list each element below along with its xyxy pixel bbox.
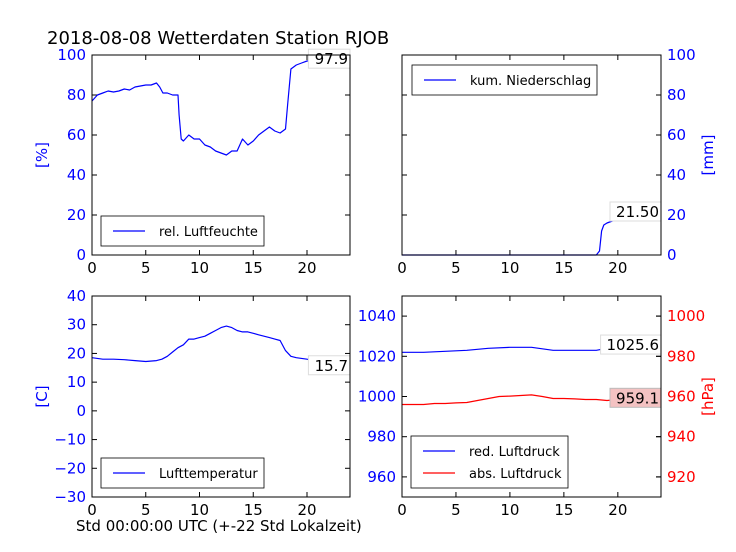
x-tick-label: 20	[297, 259, 316, 277]
plot-frame	[91, 295, 351, 498]
annotation-label: 97.9	[315, 50, 348, 68]
y-right-tick-label: 940	[667, 428, 696, 446]
x-tick-label: 10	[190, 501, 209, 519]
x-tick-label: 5	[141, 501, 151, 519]
series-line-1	[91, 325, 351, 367]
legend-label: kum. Niederschlag	[470, 74, 591, 89]
x-tick-label: 15	[554, 259, 573, 277]
legend-label: rel. Luftfeuchte	[159, 225, 258, 240]
legend-label: abs. Luftdruck	[469, 467, 562, 482]
y-tick-label: 1020	[358, 347, 396, 365]
y-tick-label: 1040	[358, 307, 396, 325]
y-axis-label: [C]	[33, 385, 51, 407]
y-tick-label: 0	[76, 402, 86, 420]
annotation-label: 1025.6	[607, 336, 660, 354]
panel-bottom-right: 0 5 10 15 20 960 980 1000 1020 1040 920 940 960 980 10…	[358, 295, 717, 519]
x-tick-label: 15	[244, 501, 263, 519]
y-tick-label: 0	[667, 246, 677, 264]
plot-frame	[401, 54, 662, 256]
y-right-tick-label: 920	[667, 468, 696, 486]
x-tick-label: 15	[554, 501, 573, 519]
y-tick-label: −20	[54, 459, 86, 477]
y-tick-label: 100	[667, 46, 696, 64]
y-tick-label: 100	[57, 46, 86, 64]
y-tick-label: 80	[667, 86, 686, 104]
y-axis-label: [hPa]	[699, 377, 717, 416]
x-tick-label: 10	[500, 501, 519, 519]
x-tick-label: 0	[397, 501, 407, 519]
y-tick-label: −10	[54, 431, 86, 449]
y-right-tick-label: 1000	[667, 307, 705, 325]
y-tick-label: −30	[54, 488, 86, 506]
y-tick-label: 40	[667, 166, 686, 184]
legend-label: Lufttemperatur	[159, 467, 258, 482]
y-right-tick-label: 960	[667, 388, 696, 406]
x-tick-label: 10	[190, 259, 209, 277]
y-tick-label: 60	[67, 126, 86, 144]
annotation-label: 15.7	[315, 357, 348, 375]
legend-label: red. Luftdruck	[469, 445, 560, 460]
figure-title: 2018-08-08 Wetterdaten Station RJOB	[47, 28, 389, 49]
x-tick-label: 20	[297, 501, 316, 519]
panel-top-right: 0 5 10 15 20 0 20 40 60 80 100 [mm] 21.50 kum. Nieder…	[397, 46, 717, 277]
series-line-1	[91, 58, 350, 156]
plot-frame	[401, 295, 662, 498]
x-tick-label: 20	[608, 259, 627, 277]
y-tick-label: 40	[67, 166, 86, 184]
x-tick-label: 5	[451, 501, 461, 519]
y-axis-label: [mm]	[699, 135, 717, 176]
y-tick-label: 1000	[358, 388, 396, 406]
y-right-tick-label: 980	[667, 347, 696, 365]
legend-box	[410, 435, 569, 489]
y-tick-label: 960	[367, 468, 396, 486]
y-tick-label: 980	[367, 428, 396, 446]
plot-frame	[91, 54, 351, 256]
y-axis-label: [%]	[33, 142, 51, 168]
annotation-label: 959.1	[616, 389, 659, 407]
x-tick-label: 0	[397, 259, 407, 277]
y-tick-label: 20	[67, 344, 86, 362]
y-tick-label: 10	[67, 373, 86, 391]
x-tick-label: 0	[87, 501, 97, 519]
x-tick-label: 15	[244, 259, 263, 277]
y-tick-label: 20	[67, 206, 86, 224]
panel-bottom-left: 0 5 10 15 20 −30 −20 −10 0 10 20 30 40 [C] 15.7 Lufttem…	[33, 287, 351, 519]
y-tick-label: 80	[67, 86, 86, 104]
x-tick-label: 5	[141, 259, 151, 277]
x-tick-label: 0	[87, 259, 97, 277]
panel-top-left: 0 5 10 15 20 0 20 40 60 80 100 [%] 97.9 rel. Luftfeuc…	[33, 46, 351, 277]
x-tick-label: 20	[608, 501, 627, 519]
x-tick-label: 10	[500, 259, 519, 277]
y-tick-label: 30	[67, 316, 86, 334]
y-tick-label: 60	[667, 126, 686, 144]
y-tick-label: 20	[667, 206, 686, 224]
y-tick-label: 0	[76, 246, 86, 264]
y-tick-label: 40	[67, 287, 86, 305]
annotation-label: 21.50	[616, 203, 659, 221]
x-axis-caption: Std 00:00:00 UTC (+-22 Std Lokalzeit)	[76, 517, 362, 535]
x-tick-label: 5	[451, 259, 461, 277]
